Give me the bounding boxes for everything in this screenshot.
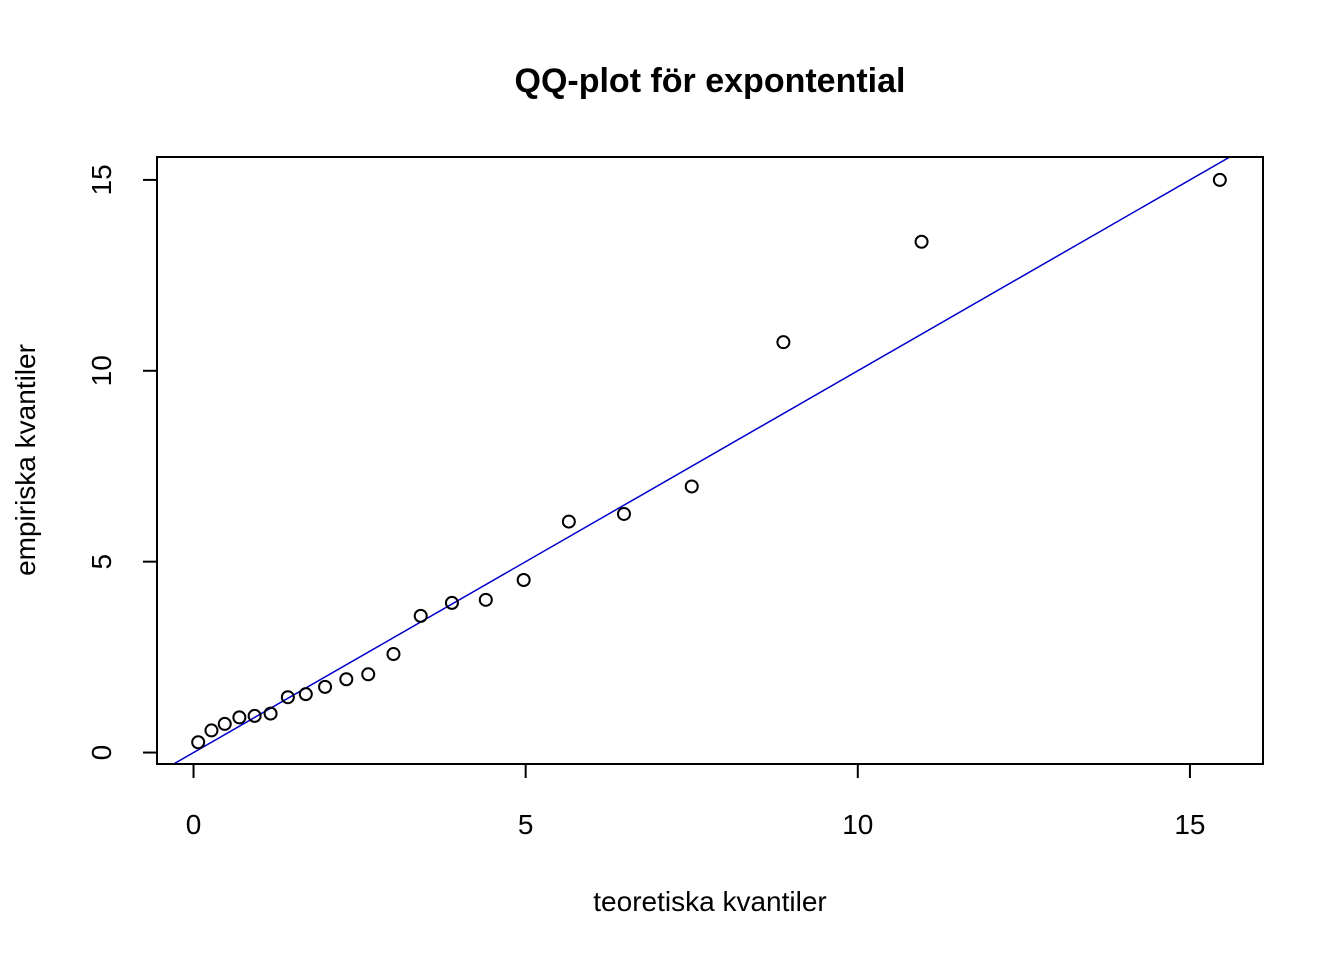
reference-line-layer [172, 157, 1232, 764]
x-tick-label: 0 [186, 809, 202, 840]
data-point [616, 506, 631, 521]
data-point [361, 667, 376, 682]
data-point [444, 595, 459, 610]
x-tick-label: 15 [1174, 809, 1205, 840]
data-point [914, 234, 929, 249]
y-axis-label: empiriska kvantiler [10, 344, 41, 576]
data-point [684, 479, 699, 494]
data-point [232, 710, 247, 725]
x-axis: 0 5 10 15 [186, 763, 1206, 840]
data-point [516, 572, 531, 587]
y-tick-label: 10 [86, 355, 117, 386]
data-point [247, 708, 262, 723]
data-point [204, 723, 219, 738]
data-point [413, 608, 428, 623]
y-axis: 0 5 10 15 [86, 164, 158, 761]
data-point [478, 592, 493, 607]
data-point [386, 647, 401, 662]
data-point [339, 672, 354, 687]
data-point [1212, 172, 1227, 187]
y-tick-label: 5 [86, 554, 117, 570]
data-point [280, 690, 295, 705]
y-tick-label: 0 [86, 745, 117, 761]
data-point [561, 514, 576, 529]
plot-frame [156, 156, 1264, 765]
data-point [318, 679, 333, 694]
reference-line [172, 157, 1232, 764]
data-point [217, 716, 232, 731]
data-point [298, 687, 313, 702]
data-point [191, 735, 206, 750]
data-point [776, 335, 791, 350]
chart-title: QQ-plot för expontential [515, 62, 906, 100]
data-points [191, 172, 1227, 750]
y-tick-label: 15 [86, 164, 117, 195]
x-axis-label: teoretiska kvantiler [593, 886, 826, 917]
x-tick-label: 10 [842, 809, 873, 840]
x-tick-label: 5 [518, 809, 534, 840]
data-point [263, 706, 278, 721]
